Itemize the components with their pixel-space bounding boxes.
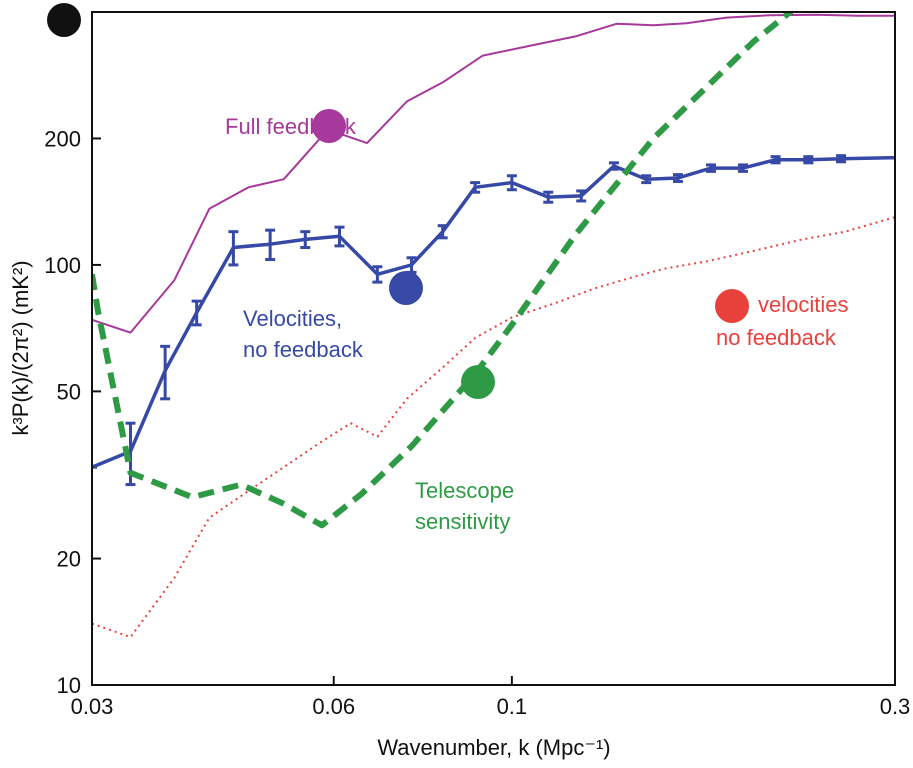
- y-tick-label-3: 100: [44, 253, 81, 278]
- annot-red-1: velocities: [758, 292, 848, 317]
- y-tick-label-4: 200: [44, 126, 81, 151]
- x-tick-label-1: 0.06: [312, 694, 355, 719]
- marker-dot-red: [715, 289, 749, 323]
- annot-telescope-1: Telescope: [415, 478, 514, 503]
- marker-dot-blue: [389, 271, 423, 305]
- x-tick-label-3: 0.3: [880, 694, 911, 719]
- y-axis-title: k³P(k)/(2π²) (mK²): [8, 260, 33, 435]
- x-tick-label-2: 0.1: [497, 694, 528, 719]
- series-velocities-no-feedback-line: [92, 155, 895, 469]
- marker-dot-black: [47, 3, 81, 37]
- x-axis-title: Wavenumber, k (Mpc⁻¹): [377, 735, 610, 760]
- series-red-dotted-line: [92, 216, 895, 639]
- y-tick-label-1: 20: [57, 547, 81, 572]
- annot-telescope-2: sensitivity: [415, 509, 510, 534]
- x-tick-label-0: 0.03: [71, 694, 114, 719]
- annot-velocities-2: no feedback: [243, 337, 364, 362]
- marker-dot-green: [461, 365, 495, 399]
- series-full-feedback-line: [92, 13, 895, 334]
- annot-red-2: no feedback: [716, 325, 837, 350]
- y-tick-label-0: 10: [57, 673, 81, 698]
- series-telescope-sensitivity-line: [92, 12, 795, 529]
- marker-dot-purple: [312, 109, 346, 143]
- marker-layer: [47, 3, 749, 399]
- y-tick-label-2: 50: [57, 379, 81, 404]
- annot-velocities-1: Velocities,: [243, 306, 342, 331]
- axis-layer: 0.03 0.06 0.1 0.3 10 20 50 100 200: [44, 126, 910, 719]
- plot-frame: [91, 11, 896, 686]
- series-layer: [92, 12, 895, 639]
